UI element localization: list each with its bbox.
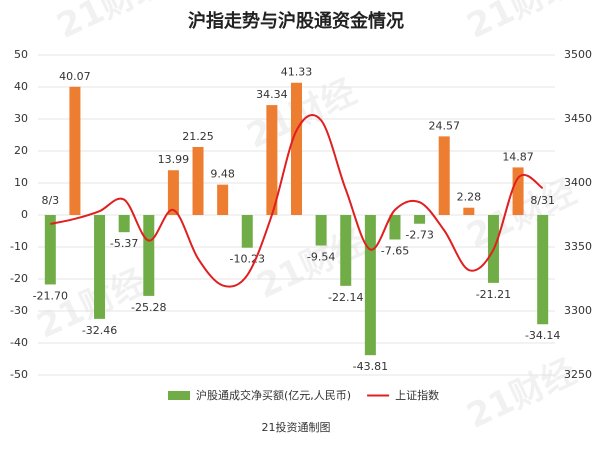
- bar: [438, 136, 450, 215]
- bar: [266, 105, 278, 215]
- data-label: 14.87: [502, 150, 534, 163]
- data-label: -7.65: [381, 244, 409, 257]
- bar: [315, 215, 327, 246]
- bar: [291, 82, 302, 215]
- y-tick-label: 10: [14, 176, 28, 189]
- bar: [537, 215, 549, 325]
- legend-swatch: [168, 391, 190, 400]
- bar: [192, 147, 204, 215]
- legend-label: 沪股通成交净买额(亿元,人民币): [196, 388, 351, 402]
- watermark: 21财经: [461, 352, 582, 437]
- bar: [340, 215, 352, 286]
- data-label: -10.23: [230, 253, 265, 266]
- y-tick-label: 20: [14, 144, 28, 157]
- y2-tick-label: 3450: [564, 112, 592, 125]
- y-tick-label: 40: [14, 80, 28, 93]
- data-label: 9.48: [210, 168, 235, 181]
- y-tick-label: -40: [10, 336, 28, 349]
- source: 21投资通制图: [262, 420, 331, 434]
- x-tick-label: 8/3: [41, 194, 59, 207]
- y2-tick-label: 3250: [564, 368, 592, 381]
- data-label: 24.57: [428, 119, 460, 132]
- data-label: -25.28: [131, 301, 166, 314]
- watermark: 21财经: [461, 0, 582, 47]
- y-tick-label: 50: [14, 48, 28, 61]
- data-label: -32.46: [82, 324, 117, 337]
- y-tick-label: -50: [10, 368, 28, 381]
- y-tick-label: -10: [10, 240, 28, 253]
- bar: [512, 167, 524, 215]
- data-label: 40.07: [59, 70, 91, 83]
- bar: [167, 170, 179, 215]
- bar: [118, 215, 130, 233]
- watermark: 21财经: [51, 0, 172, 47]
- bar: [241, 215, 253, 248]
- bar: [94, 215, 106, 319]
- data-label: -2.73: [405, 229, 433, 242]
- y-tick-label: -20: [10, 272, 28, 285]
- y2-tick-label: 3300: [564, 304, 592, 317]
- data-label: -43.81: [353, 360, 388, 373]
- y-tick-label: 30: [14, 112, 28, 125]
- bar: [44, 215, 56, 285]
- line: [50, 114, 544, 288]
- y2-tick-label: 3400: [564, 176, 592, 189]
- data-label: 13.99: [158, 153, 190, 166]
- bar: [389, 215, 401, 240]
- bar: [143, 215, 155, 296]
- legend-label: 上证指数: [395, 388, 439, 402]
- bar: [364, 215, 376, 356]
- data-label: -21.21: [476, 288, 511, 301]
- data-label: 21.25: [182, 130, 214, 143]
- y2-tick-label: 3350: [564, 240, 592, 253]
- chart-title: 沪指走势与沪股通资金情况: [188, 10, 404, 32]
- bar: [69, 86, 81, 215]
- bar: [414, 215, 426, 224]
- y-tick-label: 0: [21, 208, 28, 221]
- y2-tick-label: 3500: [564, 48, 592, 61]
- bar: [463, 207, 475, 215]
- data-label: -34.14: [525, 329, 560, 342]
- data-label: -5.37: [110, 237, 138, 250]
- data-label: 41.33: [281, 66, 313, 79]
- x-tick-label: 8/31: [530, 194, 555, 207]
- data-label: -22.14: [328, 291, 363, 304]
- data-label: -21.70: [33, 289, 68, 302]
- bar: [217, 184, 229, 215]
- data-label: 2.28: [457, 191, 482, 204]
- y-tick-label: -30: [10, 304, 28, 317]
- data-label: 34.34: [256, 88, 288, 101]
- data-label: -9.54: [307, 251, 335, 264]
